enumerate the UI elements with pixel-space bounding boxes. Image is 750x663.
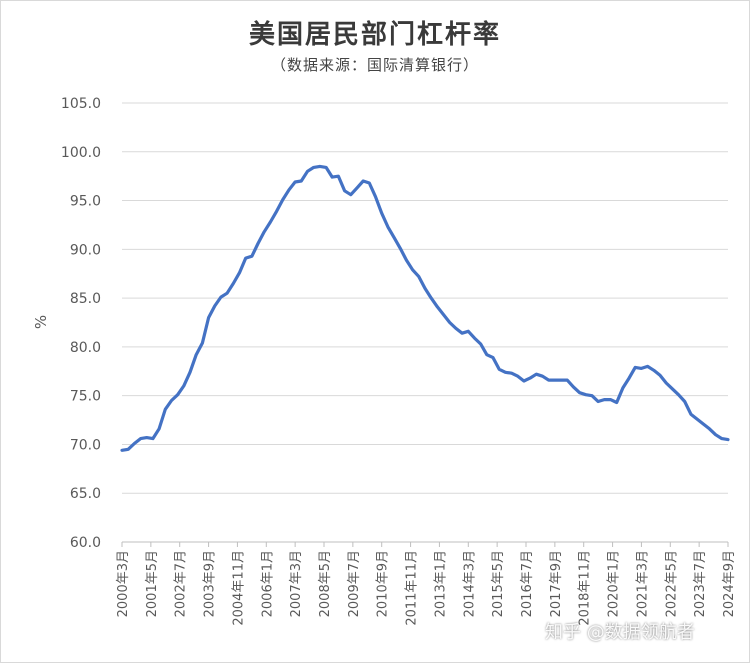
x-tick-label: 2021年3月 [635, 550, 650, 617]
x-tick-label: 2001年5月 [145, 550, 160, 617]
x-tick-label: 2015年5月 [491, 550, 506, 617]
y-tick-label: 65.0 [70, 486, 101, 502]
y-tick-label: 85.0 [70, 291, 101, 307]
x-tick-label: 2014年3月 [462, 550, 477, 617]
y-axis-label: % [32, 315, 50, 329]
chart-subtitle: （数据来源：国际清算银行） [270, 56, 479, 74]
x-tick-label: 2023年7月 [693, 550, 708, 617]
y-tick-label: 100.0 [61, 145, 101, 161]
x-tick-label: 2020年1月 [607, 550, 622, 617]
x-tick-label: 2009年7月 [347, 550, 362, 617]
watermark: 知乎 @数据领航者 [545, 622, 695, 643]
x-tick-label: 2008年5月 [318, 550, 333, 617]
x-tick-label: 2018年11月 [578, 550, 593, 626]
x-tick-label: 2000年3月 [116, 550, 131, 617]
series-line [120, 164, 730, 452]
y-tick-label: 80.0 [70, 340, 101, 356]
x-tick-label: 2011年11月 [405, 550, 420, 626]
y-tick-label: 95.0 [70, 194, 101, 210]
x-tick-label: 2003年9月 [203, 550, 218, 617]
x-tick-label: 2010年9月 [376, 550, 391, 617]
x-tick-label: 2002年7月 [174, 550, 189, 617]
x-tick-label: 2006年1月 [260, 550, 275, 617]
x-tick-label: 2004年11月 [231, 550, 246, 626]
x-tick-label: 2013年1月 [433, 550, 448, 617]
x-tick-label: 2022年5月 [664, 550, 679, 617]
x-tick-label: 2024年9月 [722, 550, 737, 617]
y-tick-label: 60.0 [70, 535, 101, 551]
y-tick-label: 90.0 [70, 242, 101, 258]
y-tick-label: 105.0 [61, 96, 101, 112]
y-tick-label: 75.0 [70, 389, 101, 405]
x-tick-label: 2017年9月 [549, 550, 564, 617]
chart-title: 美国居民部门杠杆率 [248, 20, 501, 50]
y-tick-label: 70.0 [70, 437, 101, 453]
x-tick-label: 2007年3月 [289, 550, 304, 617]
x-tick-label: 2016年7月 [520, 550, 535, 617]
